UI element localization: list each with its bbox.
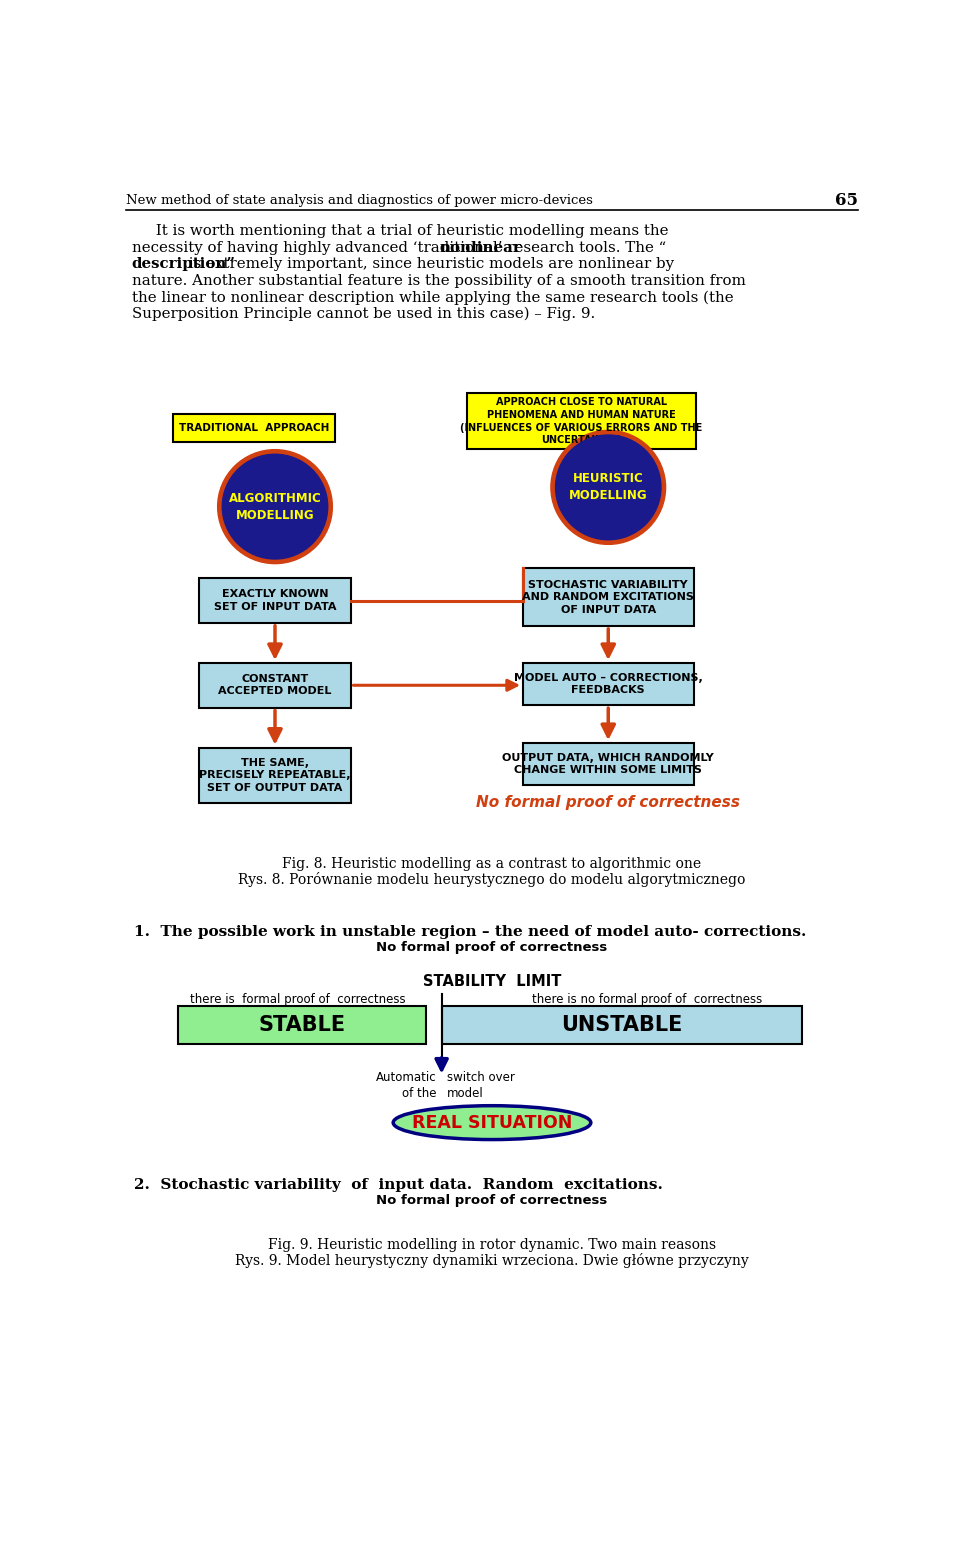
Text: EXACTLY KNOWN
SET OF INPUT DATA: EXACTLY KNOWN SET OF INPUT DATA [214,589,336,611]
Text: description”: description” [132,257,235,271]
Text: APPROACH CLOSE TO NATURAL
PHENOMENA AND HUMAN NATURE
(INFLUENCES OF VARIOUS ERRO: APPROACH CLOSE TO NATURAL PHENOMENA AND … [461,398,703,446]
Text: STOCHASTIC VARIABILITY
AND RANDOM EXCITATIONS
OF INPUT DATA: STOCHASTIC VARIABILITY AND RANDOM EXCITA… [522,580,694,614]
Text: there is no formal proof of  correctness: there is no formal proof of correctness [532,993,762,1006]
FancyBboxPatch shape [173,415,335,441]
FancyBboxPatch shape [200,663,350,708]
Text: Rys. 9. Model heurystyczny dynamiki wrzeciona. Dwie główne przyczyny: Rys. 9. Model heurystyczny dynamiki wrze… [235,1253,749,1267]
Text: No formal proof of correctness: No formal proof of correctness [476,795,740,809]
Text: Automatic
of the: Automatic of the [375,1071,436,1101]
Text: 2.  Stochastic variability  of  input data.  Random  excitations.: 2. Stochastic variability of input data.… [134,1179,662,1193]
Text: nature. Another substantial feature is the possibility of a smooth transition fr: nature. Another substantial feature is t… [132,274,746,288]
Text: switch over
model: switch over model [447,1071,515,1101]
Text: THE SAME,
PRECISELY REPEATABLE,
SET OF OUTPUT DATA: THE SAME, PRECISELY REPEATABLE, SET OF O… [200,758,350,794]
FancyBboxPatch shape [523,744,693,786]
Text: necessity of having highly advanced ‘traditional’ research tools. The “: necessity of having highly advanced ‘tra… [132,240,666,254]
FancyBboxPatch shape [523,567,693,627]
FancyBboxPatch shape [442,1006,802,1045]
Text: MODEL AUTO – CORRECTIONS,
FEEDBACKS: MODEL AUTO – CORRECTIONS, FEEDBACKS [514,673,703,695]
FancyBboxPatch shape [200,748,350,803]
Text: STABLE: STABLE [258,1015,346,1035]
FancyBboxPatch shape [200,578,350,624]
Circle shape [556,435,660,539]
Circle shape [218,449,332,564]
Text: Fig. 8. Heuristic modelling as a contrast to algorithmic one: Fig. 8. Heuristic modelling as a contras… [282,857,702,871]
Text: the linear to nonlinear description while applying the same research tools (the: the linear to nonlinear description whil… [132,290,733,304]
Text: No formal proof of correctness: No formal proof of correctness [376,1194,608,1207]
Text: Fig. 9. Heuristic modelling in rotor dynamic. Two main reasons: Fig. 9. Heuristic modelling in rotor dyn… [268,1238,716,1252]
Text: OUTPUT DATA, WHICH RANDOMLY
CHANGE WITHIN SOME LIMITS: OUTPUT DATA, WHICH RANDOMLY CHANGE WITHI… [502,753,714,775]
Text: there is  formal proof of  correctness: there is formal proof of correctness [190,993,406,1006]
Text: ALGORITHMIC
MODELLING: ALGORITHMIC MODELLING [228,491,322,522]
Ellipse shape [394,1105,590,1140]
FancyBboxPatch shape [523,663,693,705]
Text: Superposition Principle cannot be used in this case) – Fig. 9.: Superposition Principle cannot be used i… [132,307,595,321]
Text: is extremely important, since heuristic models are nonlinear by: is extremely important, since heuristic … [183,257,674,271]
FancyBboxPatch shape [179,1006,426,1045]
FancyBboxPatch shape [468,393,696,449]
Text: 65: 65 [835,192,858,209]
Text: It is worth mentioning that a trial of heuristic modelling means the: It is worth mentioning that a trial of h… [132,224,668,239]
Text: New method of state analysis and diagnostics of power micro-devices: New method of state analysis and diagnos… [126,193,593,207]
Text: 1.  The possible work in unstable region – the need of model auto- corrections.: 1. The possible work in unstable region … [134,924,806,939]
Text: No formal proof of correctness: No formal proof of correctness [376,942,608,954]
Circle shape [223,454,327,560]
Text: Rys. 8. Porównanie modelu heurystycznego do modelu algorytmicznego: Rys. 8. Porównanie modelu heurystycznego… [238,871,746,887]
Text: TRADITIONAL  APPROACH: TRADITIONAL APPROACH [179,422,329,433]
Text: UNSTABLE: UNSTABLE [562,1015,683,1035]
Text: REAL SITUATION: REAL SITUATION [412,1113,572,1132]
Text: CONSTANT
ACCEPTED MODEL: CONSTANT ACCEPTED MODEL [218,673,332,697]
Text: nonlinear: nonlinear [440,240,521,254]
Text: HEURISTIC
MODELLING: HEURISTIC MODELLING [569,472,648,502]
Text: STABILITY  LIMIT: STABILITY LIMIT [422,974,562,988]
Circle shape [551,430,665,544]
